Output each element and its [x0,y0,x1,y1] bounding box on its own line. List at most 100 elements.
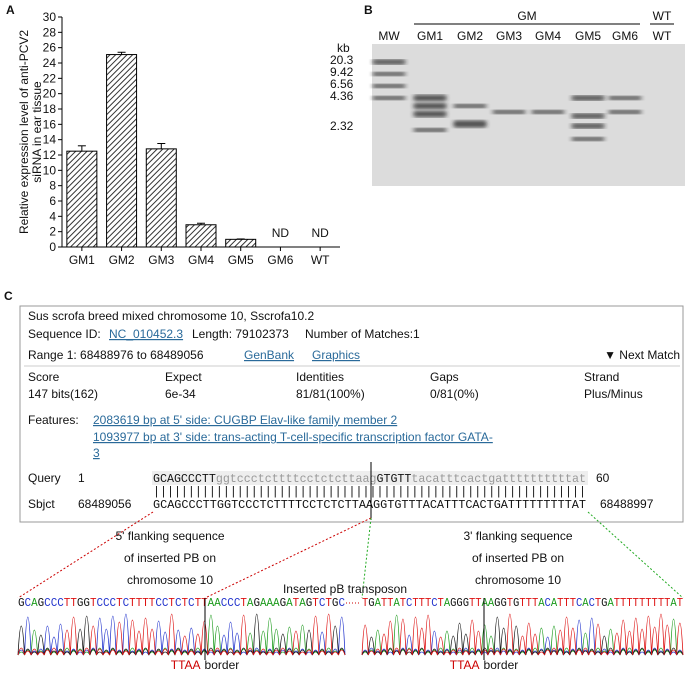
x-tick-label: GM6 [267,253,293,267]
feature-link[interactable]: 1093977 bp at 3' side: trans-acting T-ce… [93,430,493,444]
bar [107,55,137,247]
connector [588,512,683,598]
gel-band [571,96,605,101]
panel-letter: C [4,289,13,303]
gel-band [571,114,605,119]
stat-value: 147 bits(162) [28,387,98,401]
stat-header: Gaps [430,370,459,384]
link[interactable]: Graphics [312,348,360,362]
query-start: 1 [78,471,85,485]
query-seq: GCAGCCCTTggtccctcttttcctctcttaagGTGTTtac… [153,472,586,486]
match-line: ||||||||||||||||||||||||||||||||||||||||… [153,485,586,499]
length: Length: 79102373 [192,327,289,341]
link[interactable]: GenBank [244,348,295,362]
gel-band [453,121,487,128]
chromatogram-bases: TGATTATCTTTCTAGGGTTAAGGTGTTTACATTTCACTGA… [362,596,683,610]
seq-id-label: Sequence ID: [28,327,101,341]
error-bar [157,144,165,149]
y-tick-label: 30 [43,10,57,24]
y-tick-label: 12 [43,148,57,162]
bar [186,225,216,247]
stat-header: Strand [584,370,619,384]
y-tick-label: 28 [43,25,57,39]
y-axis-label: Relative expression level of anti-PCV2si… [17,30,44,234]
query-end: 60 [596,471,610,485]
stat-value: 0/81(0%) [430,387,479,401]
gel-band [372,84,406,88]
group-label: WT [653,9,672,23]
sbjct-end: 68488997 [600,497,654,511]
y-tick-label: 16 [43,117,57,131]
lane-label: MW [378,29,400,43]
y-tick-label: 10 [43,163,57,177]
value-label: ND [272,226,290,240]
stat-header: Expect [165,370,202,384]
flank-label: chromosome 10 [127,573,213,587]
panel-letter: A [6,3,15,17]
gel-band [492,110,526,114]
next-match: ▼ Next Match [604,348,680,362]
gel-band [608,110,642,114]
blast-title: Sus scrofa breed mixed chromosome 10, Ss… [28,309,314,323]
gel-band [453,104,487,108]
flank-label: 5' flanking sequence [115,529,224,543]
lane-label: GM1 [417,29,443,43]
y-tick-label: 18 [43,102,57,116]
query-segment: GTGTT [376,472,411,486]
value-label: ND [311,226,329,240]
x-tick-label: GM5 [228,253,254,267]
chromatogram-trace [18,614,345,655]
x-tick-label: GM4 [188,253,214,267]
y-tick-label: 14 [43,133,57,147]
lane-label: GM6 [612,29,638,43]
x-tick-label: GM2 [109,253,135,267]
gel-band [413,111,447,117]
matches: Number of Matches:1 [305,327,420,341]
error-bar [78,146,86,151]
flank-label: 3' flanking sequence [463,529,572,543]
y-axis-label-line: siRNA in ear tissue [30,81,44,183]
y-tick-label: 2 [49,225,56,239]
lane-label: WT [653,29,672,43]
group-label: GM [517,9,536,23]
gel-band [608,96,642,100]
gel-band [413,128,447,132]
sbjct-start: 68489056 [78,497,132,511]
x-tick-label: WT [311,253,330,267]
gel-band [531,110,565,114]
flank-label: chromosome 10 [475,573,561,587]
x-tick-label: GM1 [69,253,95,267]
feature-link[interactable]: 3 [93,446,100,460]
bar [146,149,176,247]
sbjct-label: Sbjct [28,497,55,511]
y-tick-label: 24 [43,56,57,70]
y-tick-label: 8 [49,179,56,193]
gel-band [372,60,406,65]
flank-label: of inserted PB on [472,551,564,565]
seq-id[interactable]: NC_010452.3 [109,327,183,341]
border-code: TTAA [450,658,480,672]
query-segment: ggtccctcttttcctctctt [216,472,356,486]
gel-band [372,96,406,100]
query-segment: GCAGCCCTT [153,472,216,486]
gel-band [571,137,605,141]
gel-band [413,103,447,109]
chromatogram-trace [18,615,345,655]
stat-value: 81/81(100%) [296,387,365,401]
y-tick-label: 22 [43,71,57,85]
transposon-label: Inserted pB transposon [283,582,407,596]
x-tick-label: GM3 [148,253,174,267]
query-segment: tacatttcactgattttttttttat [411,472,586,486]
sbjct-seq: GCAGCCCTTGGTCCCTCTTTTCCTCTCTTAAGGTGTTTAC… [153,498,586,512]
y-tick-label: 6 [49,194,56,208]
y-tick-label: 0 [49,240,56,254]
stat-header: Identities [296,370,344,384]
size-label: 2.32 [330,119,354,133]
feature-link[interactable]: 2083619 bp at 5' side: CUGBP Elav-like f… [93,413,398,427]
panel-letter: B [364,3,373,17]
lane-label: GM2 [457,29,483,43]
gel-band [413,95,447,101]
lane-label: GM4 [535,29,561,43]
